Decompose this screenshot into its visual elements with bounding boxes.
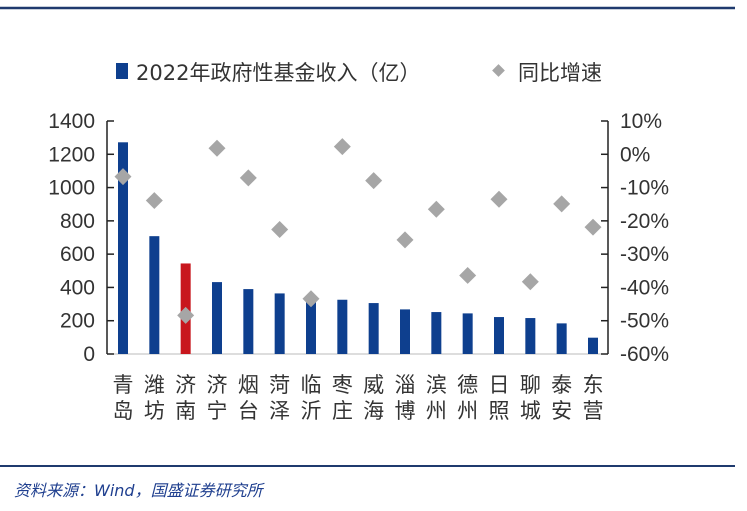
growth-marker: [114, 168, 132, 186]
bar: [118, 142, 128, 354]
growth-marker: [333, 138, 351, 156]
category-label-bottom: 营: [583, 399, 604, 423]
growth-marker: [553, 195, 571, 213]
category-label-bottom: 州: [457, 399, 478, 423]
legend-marker-label: 同比增速: [518, 61, 602, 85]
category-label-bottom: 安: [551, 399, 572, 423]
growth-marker: [208, 139, 226, 157]
category-label-top: 东: [583, 373, 604, 397]
right-tick-label: -30%: [620, 243, 669, 266]
growth-marker: [145, 192, 163, 210]
growth-marker: [427, 200, 445, 218]
category-label-top: 烟: [238, 373, 259, 397]
category-label-top: 临: [301, 373, 322, 397]
right-tick-label: 10%: [620, 110, 662, 133]
category-label-bottom: 台: [238, 399, 259, 423]
category-label-top: 济: [207, 373, 228, 397]
category-label-bottom: 州: [426, 399, 447, 423]
bar: [431, 312, 442, 354]
growth-marker: [490, 190, 508, 208]
growth-marker: [239, 169, 257, 187]
growth-marker: [584, 218, 602, 236]
bar: [149, 236, 160, 354]
category-label-top: 德: [457, 373, 478, 397]
left-tick-label: 1200: [48, 143, 95, 166]
right-tick-label: -20%: [620, 210, 669, 233]
growth-marker: [177, 306, 195, 324]
category-label-top: 潍: [144, 373, 165, 397]
category-label-bottom: 照: [489, 399, 510, 423]
category-label-top: 威: [363, 373, 384, 397]
category-label-bottom: 坊: [144, 399, 165, 423]
growth-marker: [521, 273, 539, 291]
category-label-top: 淄: [395, 373, 416, 397]
category-label-bottom: 泽: [269, 399, 290, 423]
right-tick-label: 0%: [620, 143, 650, 166]
legend-marker-swatch: [492, 64, 505, 77]
category-label-bottom: 庄: [332, 399, 353, 423]
source-note: 资料来源：Wind，国盛证券研究所: [14, 481, 263, 500]
right-tick-label: -40%: [620, 276, 669, 299]
bar: [212, 282, 222, 354]
bar: [274, 293, 285, 354]
growth-marker: [459, 266, 477, 284]
category-label-top: 日: [489, 373, 510, 397]
left-tick-label: 400: [60, 276, 95, 299]
bar: [337, 299, 348, 354]
bar: [368, 303, 379, 354]
category-label-bottom: 海: [363, 399, 384, 423]
category-label-top: 泰: [551, 373, 572, 397]
category-label-bottom: 宁: [207, 399, 228, 423]
category-label-bottom: 博: [395, 399, 416, 423]
bar: [494, 317, 504, 354]
bar: [588, 337, 598, 354]
bar: [243, 289, 254, 354]
growth-marker: [302, 290, 320, 308]
growth-marker: [396, 231, 414, 249]
left-tick-label: 600: [60, 243, 95, 266]
category-label-bottom: 南: [175, 399, 196, 423]
bar: [462, 313, 473, 354]
category-label-top: 济: [175, 373, 196, 397]
left-tick-label: 1000: [48, 177, 95, 200]
growth-marker: [271, 221, 289, 238]
growth-marker: [365, 172, 383, 190]
category-label-top: 滨: [426, 373, 447, 397]
bar: [400, 309, 410, 354]
left-tick-label: 1400: [48, 110, 95, 133]
legend-bar-label: 2022年政府性基金收入（亿）: [136, 61, 420, 85]
legend-bar-swatch: [116, 63, 128, 79]
right-tick-label: -50%: [620, 310, 669, 333]
right-tick-label: -10%: [620, 177, 669, 200]
category-label-bottom: 岛: [113, 399, 134, 423]
category-label-bottom: 城: [520, 399, 541, 423]
bar: [306, 298, 316, 354]
category-label-top: 聊: [520, 373, 541, 397]
right-tick-label: -60%: [620, 343, 669, 366]
category-label-top: 菏: [269, 373, 290, 397]
left-tick-label: 0: [83, 343, 95, 366]
category-label-top: 青: [113, 373, 134, 397]
left-tick-label: 800: [60, 210, 95, 233]
bar: [525, 318, 536, 354]
category-label-top: 枣: [332, 373, 353, 397]
left-tick-label: 200: [60, 310, 95, 333]
category-label-bottom: 沂: [301, 399, 322, 423]
bar: [556, 323, 567, 354]
